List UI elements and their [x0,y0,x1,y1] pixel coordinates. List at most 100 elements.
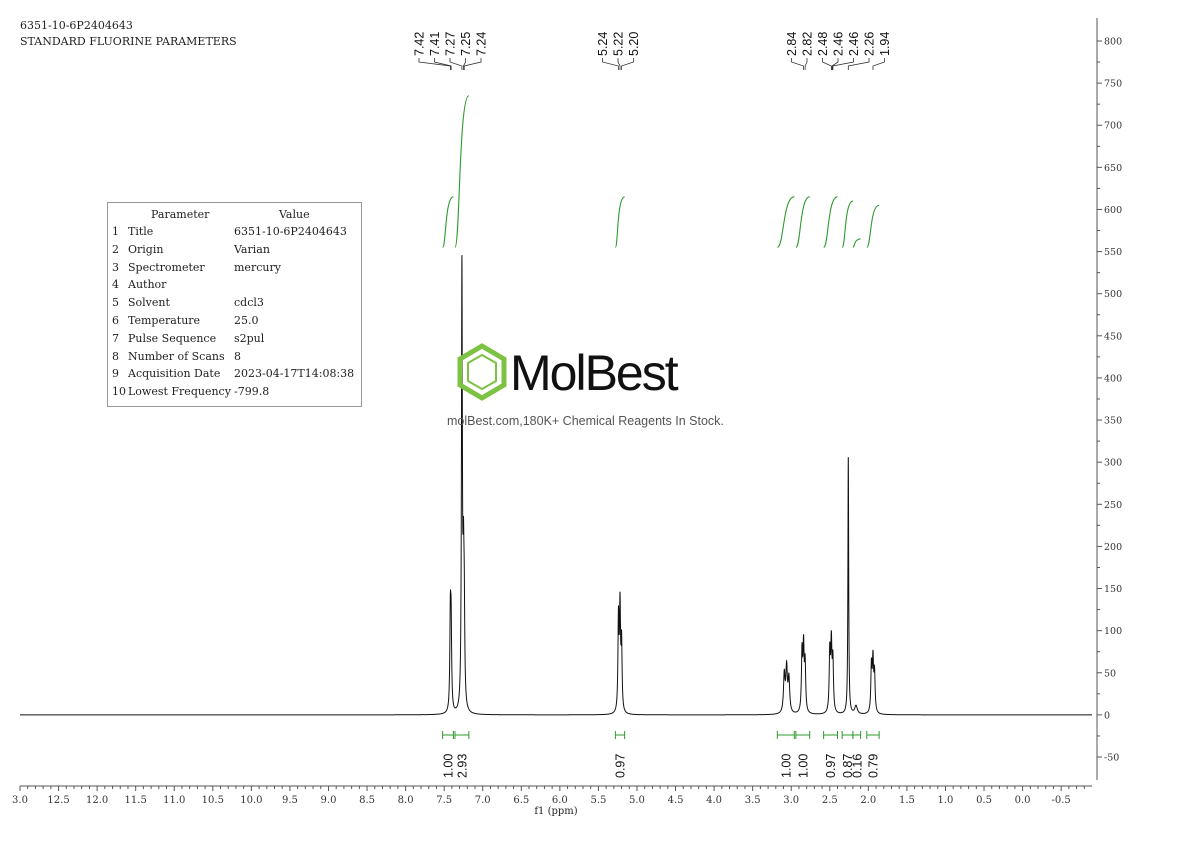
x-axis-label: f1 (ppm) [534,806,577,817]
value-column-header: Value [279,208,310,221]
integral-curve [442,196,454,248]
integral-curve [823,196,838,248]
y-tick-label: 700 [1104,121,1122,132]
peak-label-leader [847,58,870,70]
integral-curve [852,238,861,248]
x-tick-label: 1.5 [899,795,915,806]
parameter-index: 10 [112,385,126,399]
parameter-name: Acquisition Date [128,367,221,381]
integral-curve [841,200,854,248]
parameter-name: Lowest Frequency [128,385,231,399]
integral-curve [614,196,626,248]
peak-label-leader [617,58,621,70]
peak-label-leader [463,58,482,70]
parameter-row: 6 Temperature 25.0 [108,314,361,332]
integral-curve [795,196,810,248]
peak-label: 5.20 [627,32,641,56]
x-tick-label: 3.0 [12,795,28,806]
x-tick-label: 10.5 [202,795,224,806]
peak-label-leader [832,58,854,70]
peak-label: 2.46 [847,32,861,56]
x-tick-label: 0.5 [976,795,992,806]
parameter-name: Title [128,225,154,238]
hexagon-logo-icon [457,343,507,401]
x-tick-label: 7.0 [475,795,491,806]
peak-label: 7.42 [413,32,427,56]
peak-label: 7.24 [475,32,489,56]
molbest-watermark: MolBest molBest.com,180K+ Chemical Reage… [447,342,752,442]
x-axis: 3.0 12.5 12.0 11.5 11.0 10.5 10.0 9.5 9.0 8.5 8.0 7… [12,785,1092,806]
spectrum-line [20,255,1092,716]
y-tick-label: 100 [1104,626,1122,637]
peak-label-leader [872,58,885,70]
x-tick-label: 9.5 [282,795,298,806]
peak-label-leader [831,58,839,70]
parameter-index: 7 [112,331,119,345]
experiment-name: STANDARD FLUORINE PARAMETERS [20,35,237,48]
integral-curve [776,196,795,248]
peak-label: 7.25 [459,32,473,56]
parameter-row: 1 Title 6351-10-6P2404643 [108,225,361,243]
y-tick-label: 650 [1104,163,1122,174]
parameter-value: Varian [234,242,270,256]
x-tick-label: 3.0 [783,795,799,806]
peak-label-leader [463,58,466,70]
parameter-name: Spectrometer [128,260,205,274]
parameter-row: 10 Lowest Frequency -799.8 [108,385,361,403]
x-tick-label: 2.5 [822,795,838,806]
parameter-name: Temperature [128,314,201,327]
y-tick-label: 350 [1104,416,1122,427]
parameter-row: 9 Acquisition Date 2023-04-17T14:08:38 [108,367,361,385]
y-tick-label: -50 [1104,753,1119,764]
parameter-value: s2pul [234,331,265,345]
x-tick-label: 11.0 [163,795,185,806]
peak-label: 2.84 [785,32,799,56]
y-axis: -50 0 50 100 150 200 250 300 350 400 450 500 550 600 6… [1096,18,1122,780]
y-tick-label: 450 [1104,331,1122,342]
parameter-row: 2 Origin Varian [108,243,361,261]
peak-label-leader [804,58,808,70]
y-tick-label: 50 [1104,668,1116,679]
parameter-table: Parameter Value 1 Title 6351-10-6P2404643 2… [107,202,362,407]
x-tick-label: -0.5 [1052,795,1071,806]
peak-label-leader [602,58,619,70]
integral-label: 1.00 [796,754,810,778]
x-tick-label: 5.0 [629,795,645,806]
parameter-value: -799.8 [234,385,270,399]
x-tick-label: 3.5 [745,795,761,806]
peak-label-leader [791,58,804,70]
y-tick-label: 800 [1104,37,1122,48]
x-tick-label: 6.5 [513,795,529,806]
x-tick-label: 4.5 [668,795,684,806]
parameter-value: 8 [234,349,241,363]
parameter-value: 2023-04-17T14:08:38 [234,367,355,381]
integral-label: 0.79 [866,754,880,778]
peak-labels: 7.42 7.41 7.27 7.25 7.24 5.24 5.22 5.20 2.84 2.82… [413,32,892,70]
peak-label: 7.27 [444,32,458,56]
spectrum-trace [20,255,1092,716]
integral-label: 1.00 [442,754,456,778]
x-tick-label: 12.0 [86,795,108,806]
integral-label: 2.93 [455,754,469,778]
brand-tagline: molBest.com,180K+ Chemical Reagents In S… [447,414,724,428]
y-tick-label: 200 [1104,542,1122,553]
x-tick-label: 9.0 [321,795,337,806]
spectrum-header: 6351-10-6P2404643 STANDARD FLUORINE PARA… [20,18,237,50]
integral-labels: 1.00 2.93 0.97 1.00 1.00 0.97 0.870.16 0.79 [442,754,881,778]
parameter-name: Author [128,278,167,292]
parameter-row: 5 Solvent cdcl3 [108,296,361,314]
brand-name: MolBest [510,345,679,401]
y-tick-label: 750 [1104,79,1122,90]
x-tick-label: 8.5 [359,795,375,806]
x-tick-label: 0.0 [1015,795,1031,806]
parameter-name: Solvent [128,296,170,310]
parameter-index: 1 [112,225,119,238]
parameter-value: cdcl3 [234,296,264,310]
x-tick-label: 6.0 [552,795,568,806]
peak-label: 2.82 [801,32,815,56]
y-tick-label: 500 [1104,289,1122,300]
parameter-index: 3 [112,260,119,274]
parameter-index: 2 [112,242,119,256]
parameter-index: 6 [112,314,119,327]
